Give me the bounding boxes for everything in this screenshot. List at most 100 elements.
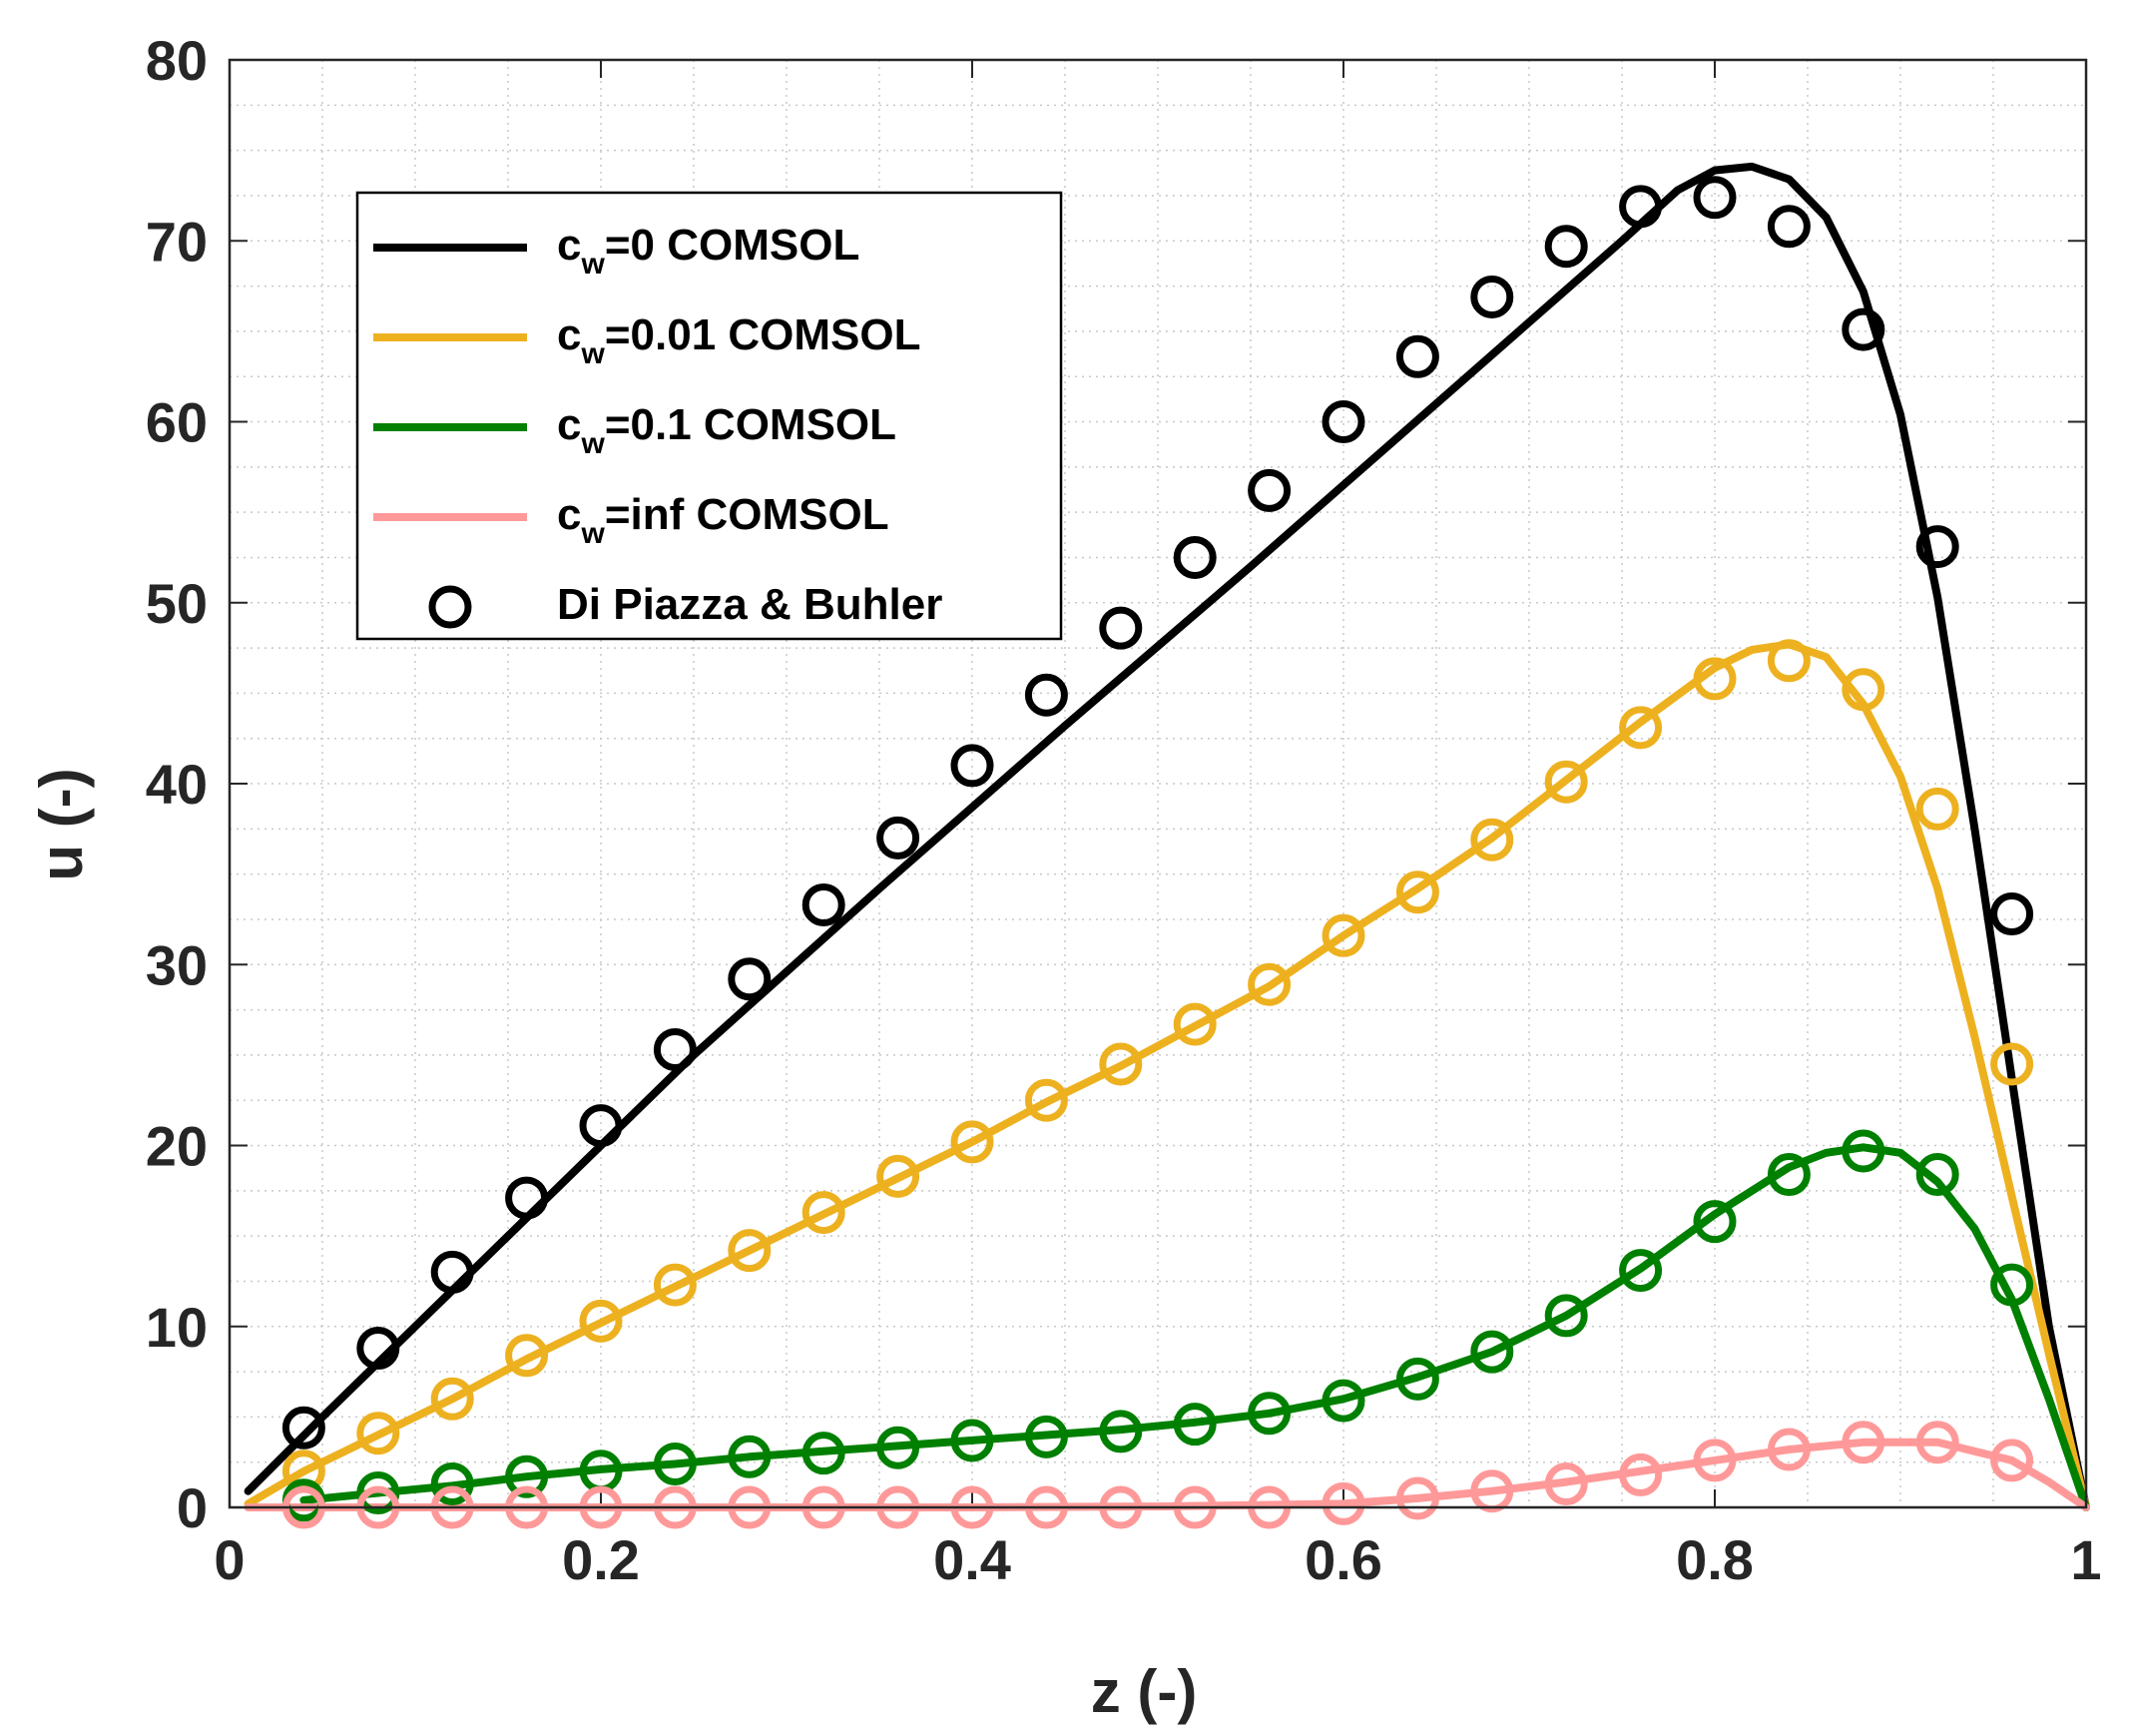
data-point-marker <box>1619 1249 1663 1293</box>
data-point-marker <box>1842 1129 1885 1173</box>
data-point-marker <box>356 1471 400 1514</box>
series-line <box>244 162 2090 1511</box>
legend-label: cw=0.1 COMSOL <box>557 400 896 460</box>
data-point-marker <box>1395 870 1439 914</box>
data-point-marker <box>579 1299 623 1343</box>
data-point-marker <box>1767 205 1811 249</box>
data-point-marker <box>1248 962 1292 1006</box>
data-point-marker <box>1544 1461 1588 1505</box>
data-point-marker <box>430 1250 474 1294</box>
data-point-marker <box>1544 225 1588 269</box>
legend-box <box>355 191 1063 641</box>
data-point-marker <box>356 1327 400 1370</box>
data-point-marker <box>801 1432 845 1475</box>
x-tick-label: 0 <box>214 1528 245 1591</box>
data-point-marker <box>505 1454 549 1498</box>
data-point-marker <box>1619 706 1663 750</box>
legend-label-rest: =0 COMSOL <box>605 221 860 270</box>
data-point-marker <box>1173 1403 1217 1447</box>
data-point-marker <box>653 1027 697 1071</box>
legend-label-rest: =inf COMSOL <box>605 490 889 539</box>
axes-box <box>228 58 2088 1509</box>
data-markers <box>281 176 2034 1529</box>
y-axis-title: u (-) <box>28 768 95 880</box>
data-point-marker <box>1099 1042 1143 1086</box>
x-axis-title: z (-) <box>1091 1658 1198 1725</box>
data-point-marker <box>876 816 920 860</box>
data-point-marker <box>1173 535 1217 579</box>
data-point-marker <box>505 1176 549 1220</box>
legend-label-rest: =0.1 COMSOL <box>605 400 896 449</box>
legend-label-subscript: w <box>580 248 605 281</box>
data-point-marker <box>1248 1392 1292 1436</box>
data-point-marker <box>1767 1428 1811 1471</box>
data-point-marker <box>1915 787 1959 831</box>
data-point-marker <box>1693 1439 1737 1482</box>
data-point-marker <box>1322 913 1365 957</box>
data-point-marker <box>1544 760 1588 804</box>
data-point-marker <box>1915 525 1959 569</box>
data-point-marker <box>1024 1078 1068 1122</box>
x-tick-label: 0.2 <box>562 1528 640 1591</box>
data-point-marker <box>430 1377 474 1421</box>
y-tick-label: 0 <box>177 1476 208 1539</box>
data-point-marker <box>1842 307 1885 351</box>
legend-label-subscript: w <box>580 517 605 550</box>
data-point-marker <box>1915 1421 1959 1464</box>
y-tick-label: 30 <box>146 933 208 996</box>
y-tick-label: 50 <box>146 572 208 635</box>
series-lines <box>244 162 2090 1511</box>
data-point-marker <box>1395 334 1439 378</box>
data-point-marker <box>1470 1330 1514 1374</box>
data-point-marker <box>1767 1153 1811 1196</box>
legend-label: cw=0.01 COMSOL <box>557 310 921 370</box>
data-point-marker <box>1693 657 1737 701</box>
data-point-marker <box>1842 668 1885 712</box>
data-point-marker <box>653 1443 697 1485</box>
data-point-marker <box>1024 1415 1068 1458</box>
legend-label-subscript: w <box>580 427 605 460</box>
data-point-marker <box>1544 1294 1588 1338</box>
legend-label-rest: =0.01 COMSOL <box>605 310 921 359</box>
y-tick-label: 70 <box>146 210 208 273</box>
legend-marker-swatch <box>428 585 472 629</box>
legend-label-main: Di Piazza & Buhler <box>557 580 942 629</box>
legend-label-subscript: w <box>580 337 605 370</box>
data-point-marker <box>876 1426 920 1469</box>
data-point-marker <box>801 1191 845 1235</box>
data-point-marker <box>1322 400 1365 443</box>
data-point-marker <box>1395 1357 1439 1401</box>
data-point-marker <box>356 1412 400 1455</box>
y-tick-label: 80 <box>146 29 208 92</box>
series-line <box>299 1143 2090 1511</box>
data-point-marker <box>1693 176 1737 220</box>
data-point-marker <box>1470 275 1514 318</box>
data-point-marker <box>1990 1439 2034 1482</box>
data-point-marker <box>1248 468 1292 512</box>
data-point-marker <box>1470 818 1514 862</box>
data-point-marker <box>1395 1476 1439 1520</box>
data-point-marker <box>579 1104 623 1148</box>
y-tick-label: 60 <box>146 391 208 454</box>
data-point-marker <box>1322 1379 1365 1423</box>
data-point-marker <box>950 1120 994 1164</box>
legend-label: cw=inf COMSOL <box>557 490 889 550</box>
data-point-marker <box>728 957 772 1001</box>
data-point-marker <box>950 744 994 788</box>
data-point-marker <box>1099 1410 1143 1453</box>
x-tick-label: 0.6 <box>1305 1528 1382 1591</box>
data-point-marker <box>430 1461 474 1505</box>
data-point-marker <box>1619 1452 1663 1496</box>
data-point-marker <box>728 1229 772 1273</box>
plot-frame <box>228 58 2088 1509</box>
legend-label-main: c <box>557 400 581 449</box>
data-point-marker <box>876 1154 920 1198</box>
legend-label-main: c <box>557 490 581 539</box>
data-point-marker <box>1915 1153 1959 1196</box>
data-point-marker <box>1990 1263 2034 1307</box>
legend-label-main: c <box>557 221 581 270</box>
data-point-marker <box>1767 639 1811 683</box>
x-tick-label: 0.4 <box>933 1528 1011 1591</box>
data-point-marker <box>281 1406 325 1449</box>
